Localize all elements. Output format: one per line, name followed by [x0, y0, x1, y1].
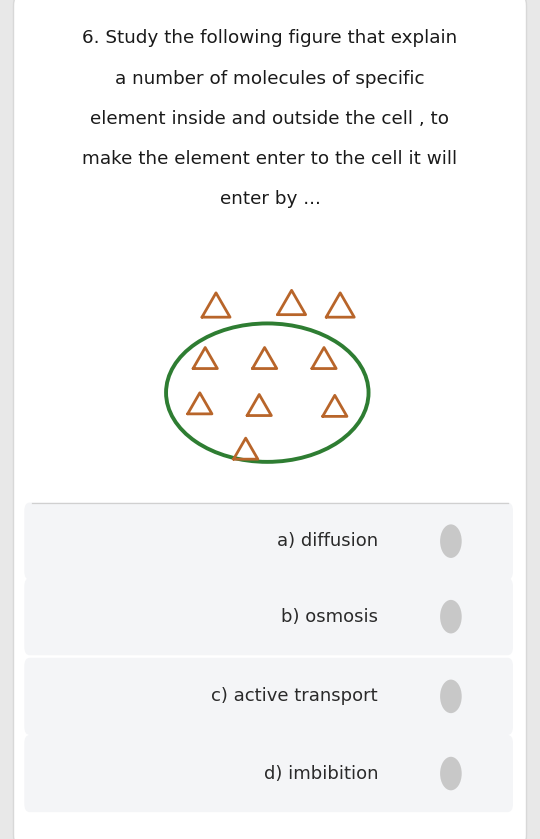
Text: enter by ...: enter by ...	[220, 190, 320, 208]
FancyBboxPatch shape	[24, 578, 513, 655]
Circle shape	[440, 680, 462, 713]
Text: d) imbibition: d) imbibition	[264, 764, 378, 783]
FancyBboxPatch shape	[24, 658, 513, 735]
Text: a) diffusion: a) diffusion	[277, 532, 378, 550]
FancyBboxPatch shape	[24, 735, 513, 812]
Text: element inside and outside the cell , to: element inside and outside the cell , to	[91, 110, 449, 128]
Circle shape	[440, 757, 462, 790]
Text: a number of molecules of specific: a number of molecules of specific	[115, 70, 425, 87]
FancyBboxPatch shape	[24, 503, 513, 580]
Text: make the element enter to the cell it will: make the element enter to the cell it wi…	[83, 150, 457, 168]
Circle shape	[440, 524, 462, 558]
Text: c) active transport: c) active transport	[211, 687, 378, 706]
FancyBboxPatch shape	[14, 0, 526, 839]
Circle shape	[440, 600, 462, 633]
Text: b) osmosis: b) osmosis	[281, 607, 378, 626]
Text: 6. Study the following figure that explain: 6. Study the following figure that expla…	[83, 29, 457, 47]
